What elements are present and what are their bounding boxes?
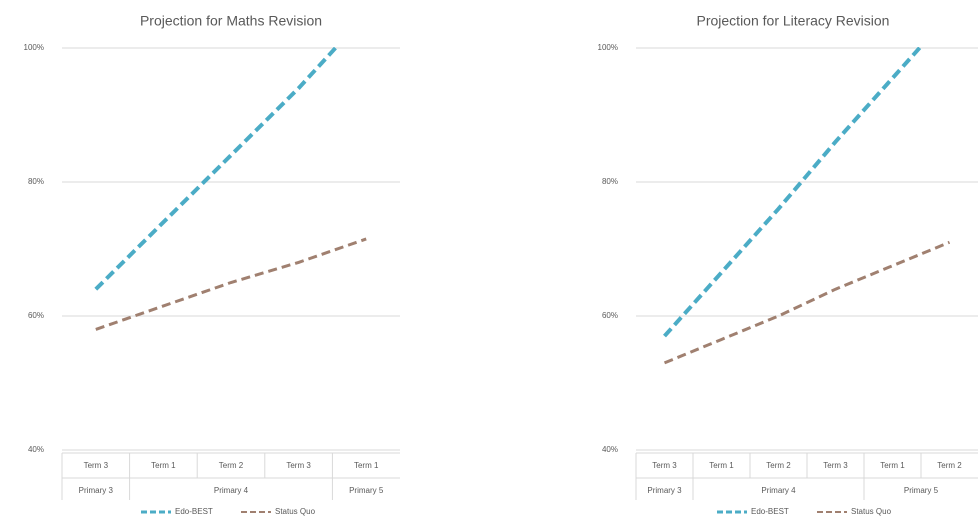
chart-title: Projection for Literacy Revision — [697, 13, 890, 29]
y-tick-label: 80% — [602, 177, 618, 186]
x-tick-label: Term 1 — [709, 461, 734, 470]
x-tick-label: Term 3 — [823, 461, 848, 470]
legend-label: Status Quo — [851, 507, 892, 516]
y-tick-label: 100% — [24, 43, 44, 52]
x-tick-label: Term 2 — [937, 461, 962, 470]
x-tick-label: Term 3 — [652, 461, 677, 470]
x-tick-label: Term 1 — [880, 461, 905, 470]
legend-label: Edo-BEST — [175, 507, 213, 516]
data-line — [663, 240, 951, 365]
x-tick-label: Term 1 — [354, 461, 379, 470]
x-tick-label: Term 2 — [219, 461, 244, 470]
x-group-label: Primary 4 — [214, 486, 249, 495]
y-tick-label: 40% — [28, 445, 44, 454]
x-tick-label: Term 3 — [286, 461, 311, 470]
data-line — [663, 47, 924, 338]
x-group-label: Primary 3 — [647, 486, 682, 495]
data-line — [95, 237, 367, 331]
y-tick-label: 60% — [602, 311, 618, 320]
y-tick-label: 100% — [598, 43, 618, 52]
plot-lines — [94, 47, 367, 331]
x-group-label: Primary 4 — [761, 486, 796, 495]
chart-title: Projection for Maths Revision — [140, 13, 322, 29]
y-tick-label: 40% — [602, 445, 618, 454]
x-tick-label: Term 1 — [151, 461, 176, 470]
y-tick-label: 60% — [28, 311, 44, 320]
x-group-label: Primary 5 — [904, 486, 939, 495]
x-group-label: Primary 5 — [349, 486, 384, 495]
legend-label: Status Quo — [275, 507, 316, 516]
x-group-label: Primary 3 — [79, 486, 114, 495]
plot-lines — [663, 47, 951, 365]
x-tick-label: Term 3 — [84, 461, 109, 470]
legend-label: Edo-BEST — [751, 507, 789, 516]
data-line — [94, 47, 340, 291]
y-tick-label: 80% — [28, 177, 44, 186]
x-tick-label: Term 2 — [766, 461, 791, 470]
